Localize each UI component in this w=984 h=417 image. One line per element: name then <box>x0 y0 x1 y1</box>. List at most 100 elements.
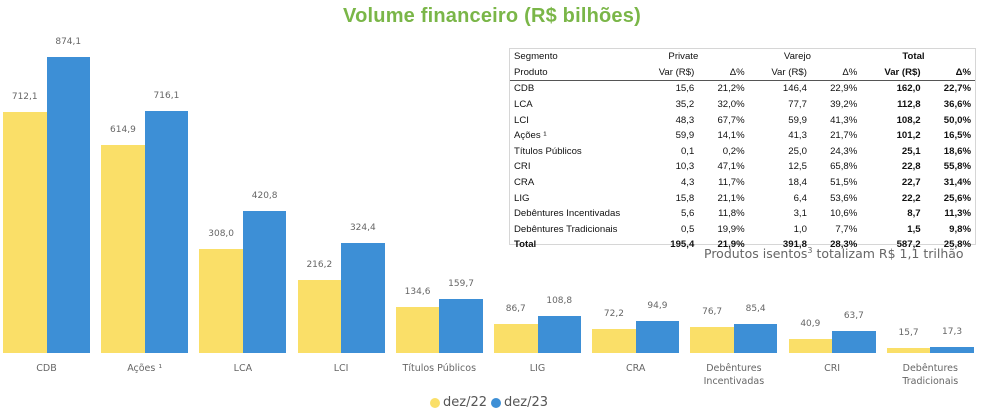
spacer <box>925 49 975 65</box>
private-var-cell: 4,3 <box>680 177 695 189</box>
varejo-var-cell: 59,9 <box>788 114 807 126</box>
legend-item-dez22: dez/22 <box>430 395 487 410</box>
private-var-cell: 15,6 <box>675 83 695 95</box>
table-total-row: Total 195,4 21,9% 391,8 28,3% 587,2 25,8% <box>510 237 975 253</box>
total-delta-cell: 25,6% <box>943 192 971 204</box>
bar-dez23 <box>733 324 778 353</box>
bar-value-label: 94,9 <box>647 300 668 311</box>
table-header-row-1: Segmento Private Varejo Total <box>510 49 975 65</box>
table-row: CRI 10,3 47,1% 12,5 65,8% 22,8 55,8% <box>510 159 975 175</box>
private-var-cell: 10,3 <box>675 161 695 173</box>
private-delta-header: Δ% <box>698 64 749 82</box>
spacer <box>698 49 748 65</box>
private-var-cell: 0,1 <box>680 145 695 157</box>
varejo-var-cell: 3,1 <box>793 208 807 220</box>
bar-dez22 <box>788 339 833 353</box>
table-row: Debêntures Incentivadas 5,6 11,8% 3,1 10,6% 8… <box>510 206 975 222</box>
total-var-cell: 1,5 <box>907 223 921 235</box>
chart-legend: dez/22 dez/23 <box>430 395 552 410</box>
total-delta-header: Δ% <box>924 64 975 82</box>
bar-dez23 <box>832 331 876 353</box>
varejo-delta-cell: 53,6% <box>830 192 858 204</box>
varejo-var-cell: 41,3 <box>788 130 807 142</box>
bar-dez23 <box>341 243 385 353</box>
total-var-cell: 112,8 <box>897 99 921 111</box>
varejo-delta-cell: 7,7% <box>835 223 858 235</box>
total-var-cell: 587,2 <box>896 239 921 251</box>
private-delta-cell: 11,7% <box>718 177 745 189</box>
category-label: CDB <box>36 363 57 374</box>
total-delta-cell: 11,3% <box>944 208 971 220</box>
table-row: LCI 48,3 67,7% 59,9 41,3% 108,2 50,0% <box>510 112 975 128</box>
varejo-var-cell: 25,0 <box>788 145 807 157</box>
varejo-var-cell: 391,8 <box>782 239 807 251</box>
bar-value-label: 85,4 <box>745 304 766 315</box>
table-header-row-2: Produto Var (R$) Δ% Var (R$) Δ% Var (R$)… <box>510 64 975 82</box>
varejo-delta-cell: 24,3% <box>830 145 858 157</box>
bar-dez23 <box>439 298 483 353</box>
note-text: Produtos isentos <box>704 246 808 262</box>
category-label: CRI <box>824 363 841 374</box>
bar-value-label: 216,2 <box>306 259 333 270</box>
category-label: LCA <box>233 363 253 374</box>
legend-dot-blue-icon <box>491 397 501 408</box>
product-cell: Total <box>514 239 537 251</box>
private-var-cell: 5,6 <box>680 208 695 220</box>
bar-dez23 <box>242 210 287 353</box>
total-var-cell: 22,2 <box>901 192 921 204</box>
private-header: Private <box>668 51 699 63</box>
bar-dez22 <box>297 279 342 353</box>
varejo-delta-cell: 10,6% <box>830 208 858 220</box>
bar-value-label: 324,4 <box>349 223 376 234</box>
note-superscript: 3 <box>807 246 813 255</box>
varejo-var-cell: 12,5 <box>788 161 807 173</box>
table-row: Títulos Públicos 0,1 0,2% 25,0 24,3% 25,1 18,6… <box>510 144 975 160</box>
product-header: Produto <box>510 64 636 82</box>
private-delta-cell: 14,1% <box>717 130 745 142</box>
product-cell: Ações ¹ <box>514 130 547 142</box>
varejo-delta-cell: 22,9% <box>830 83 858 95</box>
total-delta-cell: 22,7% <box>943 83 971 95</box>
bar-dez23 <box>635 320 680 353</box>
category-label: Debêntures Incentivadas <box>703 363 765 387</box>
table-row: LCA 35,2 32,0% 77,7 39,2% 112,8 36,6% <box>510 97 975 113</box>
spacer <box>811 49 861 65</box>
total-var-cell: 22,8 <box>901 161 921 173</box>
bar-value-label: 108,8 <box>546 296 573 307</box>
bar-value-label: 159,7 <box>448 278 474 289</box>
total-delta-cell: 36,6% <box>943 99 971 111</box>
bar-value-label: 420,8 <box>251 190 278 201</box>
total-delta-cell: 25,8% <box>943 239 971 251</box>
total-var-cell: 25,1 <box>901 145 921 157</box>
varejo-delta-cell: 51,5% <box>830 177 858 189</box>
bar-dez22 <box>690 327 734 353</box>
table-row: CDB 15,6 21,2% 146,4 22,9% 162,0 22,7% <box>510 81 975 97</box>
note-text-end: totalizam R$ 1,1 trilhão <box>812 246 964 262</box>
varejo-delta-header: Δ% <box>810 64 862 82</box>
table-row: Debêntures Tradicionais 0,5 19,9% 1,0 7,7% 1,… <box>510 222 975 238</box>
product-cell: CRI <box>514 161 531 173</box>
table-row: Ações ¹ 59,9 14,1% 41,3 21,7% 101,2 16,5% <box>510 128 975 144</box>
table-row: CRA 4,3 11,7% 18,4 51,5% 22,7 31,4% <box>510 175 975 191</box>
bar-dez22 <box>199 248 243 353</box>
bar-dez23 <box>46 57 90 353</box>
varejo-delta-cell: 39,2% <box>830 99 858 111</box>
private-var-cell: 15,8 <box>675 192 695 204</box>
total-var-cell: 162,0 <box>896 83 921 95</box>
total-delta-cell: 16,5% <box>943 130 971 142</box>
bar-value-label: 72,2 <box>603 308 624 319</box>
product-cell: CDB <box>514 83 535 95</box>
private-delta-cell: 11,8% <box>718 208 745 220</box>
bar-dez22 <box>3 111 47 353</box>
private-delta-cell: 0,2% <box>722 145 745 157</box>
total-var-cell: 22,7 <box>901 177 921 189</box>
legend-label: dez/23 <box>504 395 548 410</box>
private-delta-cell: 67,7% <box>717 114 745 126</box>
bar-value-label: 15,7 <box>898 327 919 338</box>
total-delta-cell: 9,8% <box>949 223 971 235</box>
bar-value-label: 134,6 <box>404 287 431 298</box>
bar-value-label: 308,0 <box>208 228 235 239</box>
total-var-cell: 108,2 <box>896 114 921 126</box>
variation-table: Segmento Private Varejo Total Produto Va… <box>509 48 976 250</box>
